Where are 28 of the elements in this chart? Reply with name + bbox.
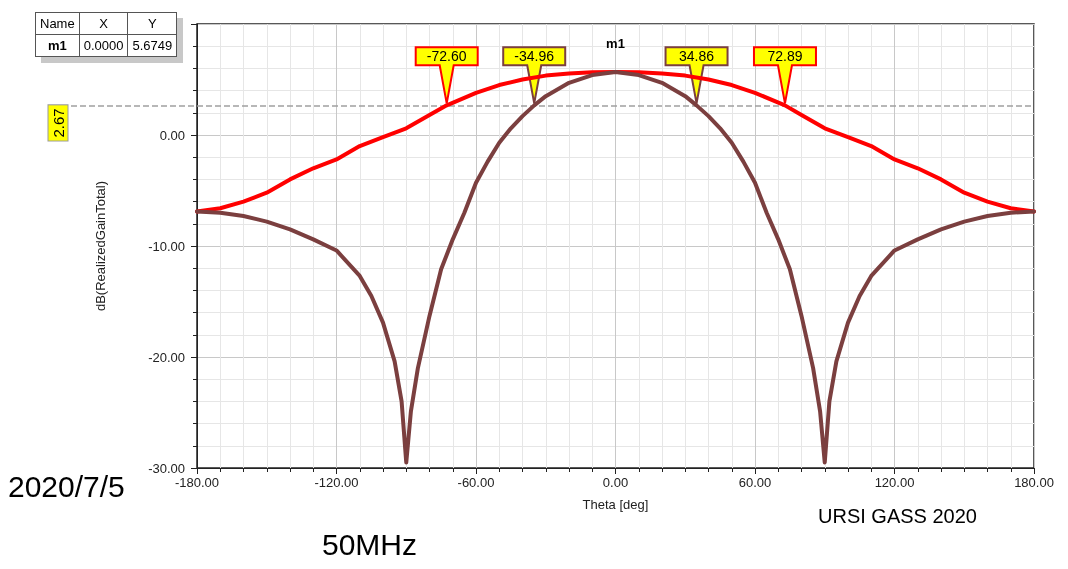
x-tick-label: 60.00	[738, 475, 772, 490]
x-tick-label: 0.00	[602, 475, 629, 490]
text: URSI GASS 2020	[818, 505, 977, 528]
annotation: m1	[606, 36, 625, 52]
x-tick-label: 120.00	[874, 475, 915, 490]
x-tick-label: 180.00	[1014, 475, 1054, 490]
text: 50MHz	[322, 528, 418, 562]
y-tick-label: -20.00	[148, 349, 185, 365]
x-axis-title: Theta [deg]	[582, 497, 649, 512]
text: 5.6749	[127, 34, 177, 57]
text: Y	[127, 12, 177, 35]
y-axis-title: dB(RealizedGainTotal)	[93, 180, 108, 312]
annotation: 34.86	[679, 48, 715, 65]
x-tick-label: -120.00	[314, 475, 359, 490]
text: Name	[35, 12, 80, 35]
annotation: -34.96	[514, 48, 555, 65]
text: 0.0000	[79, 34, 128, 57]
text: m1	[35, 34, 80, 57]
y-tick-label: -10.00	[148, 238, 185, 254]
x-tick-label: -180.00	[174, 475, 220, 490]
x-tick-label: -60.00	[457, 475, 495, 490]
text: 2020/7/5	[8, 470, 125, 504]
annotation: -72.60	[426, 48, 467, 65]
text: X	[79, 12, 128, 35]
ref-line-label: 2.67	[49, 108, 67, 138]
y-tick-label: -30.00	[148, 460, 185, 476]
annotation: 72.89	[767, 48, 803, 65]
y-tick-label: 0.00	[159, 127, 185, 143]
